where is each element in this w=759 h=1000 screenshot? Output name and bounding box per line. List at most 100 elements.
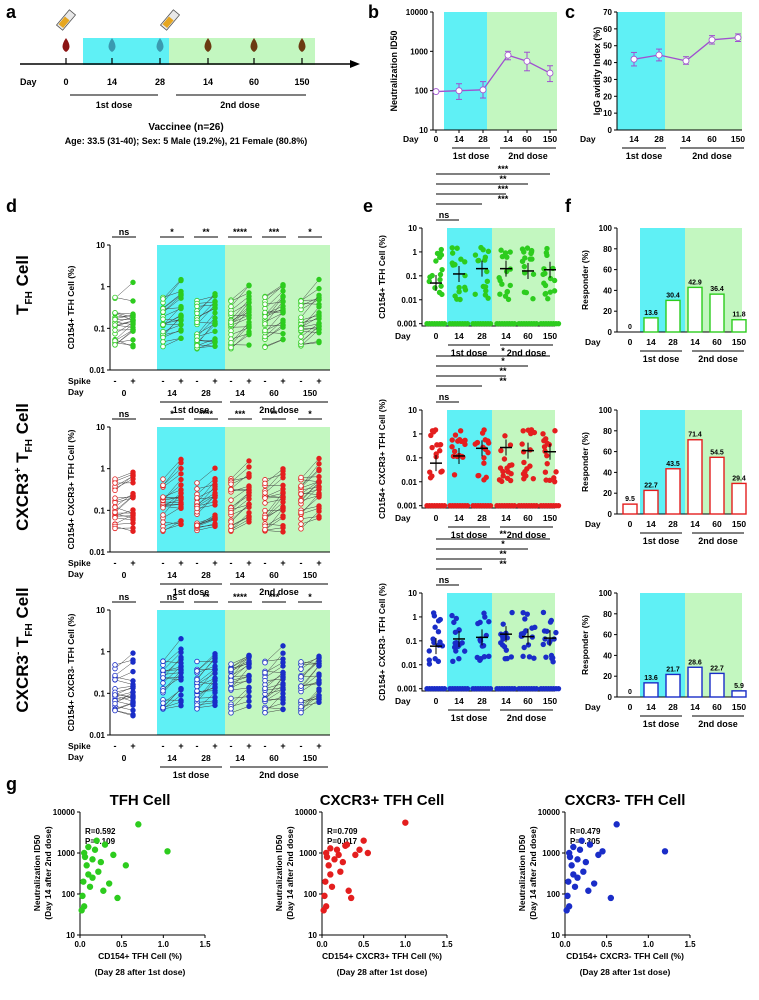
sig-label: * <box>501 346 505 356</box>
x-tick-label: 150 <box>543 331 557 341</box>
pair-line <box>264 658 284 662</box>
data-point-minus <box>228 331 234 338</box>
data-point <box>551 478 558 485</box>
pair-line <box>230 309 250 332</box>
data-point-minus <box>228 344 234 351</box>
data-point <box>544 628 550 634</box>
panel-a-timeline: Day 0 14 28 14 60 150 1st dose 2nd dose Vaccinee … <box>20 9 360 146</box>
p-value: P=0.017 <box>327 837 358 846</box>
data-point <box>462 441 468 448</box>
minus-label: - <box>162 741 165 751</box>
data-point-minus <box>194 696 200 702</box>
pair-line <box>300 470 320 488</box>
data-point <box>570 843 577 851</box>
y-tick-label: 10 <box>419 126 428 135</box>
data-point <box>80 878 87 885</box>
pair-line <box>196 669 216 692</box>
pair-line <box>300 697 320 704</box>
data-point-plus <box>130 327 136 333</box>
pair-line <box>114 702 134 710</box>
y-tick-label: 0 <box>608 328 613 337</box>
y-axis-label-sub: (Day 14 after 2nd dose) <box>285 826 295 920</box>
pair-line <box>162 459 182 480</box>
day-value: 60 <box>269 753 279 763</box>
y-tick-label: 0.01 <box>401 296 417 305</box>
data-point-plus <box>316 312 322 318</box>
data-point-minus <box>160 476 166 482</box>
pair-line <box>162 279 182 300</box>
data-point-plus <box>212 483 218 490</box>
pair-line <box>162 672 182 675</box>
data-point-plus <box>280 283 286 290</box>
pair-line <box>300 695 320 710</box>
spike-label: Spike <box>68 558 91 568</box>
data-point-minus <box>194 505 200 512</box>
pair-line <box>230 299 250 321</box>
pair-line <box>114 659 134 666</box>
x-tick-label: 60 <box>712 337 722 347</box>
minus-label: - <box>230 558 233 568</box>
pair-line <box>162 324 182 332</box>
pair-line <box>230 660 250 670</box>
data-point <box>454 296 460 302</box>
x-tick-label: 28 <box>668 702 678 712</box>
pair-line <box>300 695 320 703</box>
data-point <box>576 846 584 853</box>
pair-line <box>196 692 216 710</box>
bar-value-label: 11.8 <box>732 312 745 319</box>
pair-line <box>300 480 320 495</box>
minus-label: - <box>114 558 117 568</box>
sig-label: ns <box>119 409 130 419</box>
data-point <box>500 621 506 627</box>
data-point-minus <box>160 322 166 328</box>
x-tick-label: 28 <box>477 696 487 706</box>
data-point-floor <box>487 502 494 509</box>
x-tick-label: 14 <box>646 519 656 529</box>
y-tick-label: 10 <box>96 606 105 615</box>
pair-line <box>162 677 182 681</box>
data-point <box>521 476 527 482</box>
data-point-plus <box>246 283 252 289</box>
x-tick-label: 0.5 <box>116 940 128 949</box>
data-point-minus <box>194 522 200 529</box>
minus-label: - <box>300 558 303 568</box>
data-point-minus <box>298 674 304 680</box>
pair-line <box>264 678 284 681</box>
data-point-plus <box>280 504 286 511</box>
x-tick-label: 14 <box>690 519 700 529</box>
data-point-plus <box>130 472 136 479</box>
data-point <box>504 288 511 295</box>
pair-line <box>264 689 284 702</box>
pair-line <box>300 323 320 328</box>
pair-line <box>300 288 320 301</box>
data-point-plus <box>178 505 184 512</box>
y-axis-label: Neutralization ID50 <box>32 834 42 911</box>
data-point <box>529 256 535 262</box>
data-point-plus <box>280 299 286 305</box>
data-point <box>543 654 549 660</box>
data-point-plus <box>280 514 286 521</box>
data-point <box>328 883 336 890</box>
pair-line <box>162 648 182 666</box>
data-point-floor <box>533 685 540 692</box>
data-point-minus <box>228 666 234 673</box>
pair-line <box>114 473 134 482</box>
data-point <box>360 837 367 844</box>
pair-line <box>300 279 320 302</box>
x-tick-label: 0 <box>434 696 439 706</box>
data-point <box>582 858 590 866</box>
y-tick-label: 50 <box>603 42 612 51</box>
pair-line <box>264 530 284 533</box>
pair-line <box>300 481 320 489</box>
y-tick-label: 1 <box>101 283 106 292</box>
data-point-plus <box>280 685 286 691</box>
pair-line <box>300 458 320 479</box>
data-point-plus <box>178 292 184 299</box>
data-point <box>431 613 438 619</box>
pair-line <box>264 515 284 527</box>
data-point-minus <box>228 481 234 487</box>
data-point <box>456 289 462 295</box>
data-point-minus <box>298 339 304 345</box>
pair-line <box>114 652 134 669</box>
row-label-text: CXCR3- TFH Cell <box>13 587 35 712</box>
